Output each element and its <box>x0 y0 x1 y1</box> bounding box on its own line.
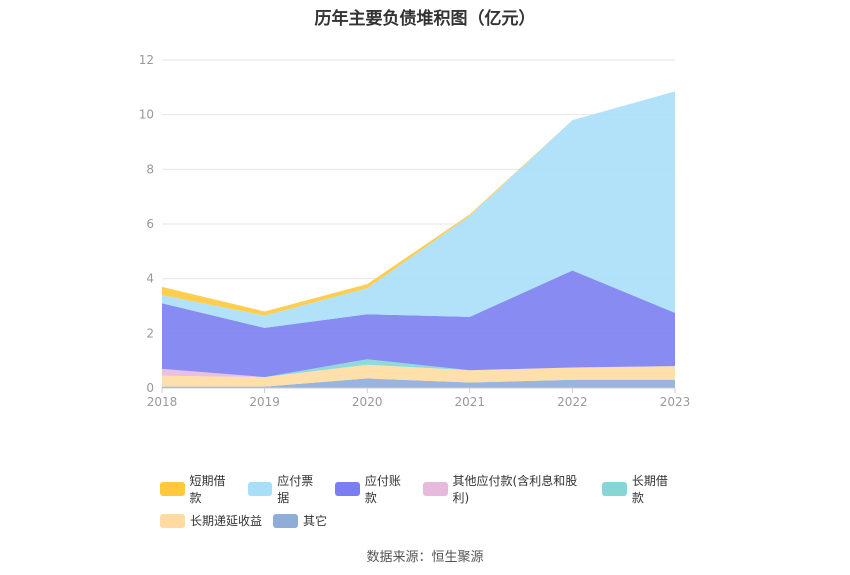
legend-item-other-payables[interactable]: 其他应付款(含利息和股利) <box>422 472 591 506</box>
legend-label: 应付票据 <box>277 474 314 505</box>
legend-label: 短期借款 <box>189 474 226 505</box>
x-tick-label: 2020 <box>352 395 383 409</box>
area-series-4 <box>162 270 675 378</box>
legend-item-notes-payable[interactable]: 应付票据 <box>247 472 325 506</box>
legend-swatch-icon <box>247 482 273 496</box>
area-series-3 <box>162 359 675 378</box>
legend-swatch-icon <box>602 482 627 496</box>
y-tick-label: 6 <box>146 217 154 231</box>
legend-swatch-icon <box>422 482 448 496</box>
legend-item-short-term-loans[interactable]: 短期借款 <box>160 472 237 506</box>
legend-swatch-icon <box>335 482 360 496</box>
x-tick-label: 2018 <box>147 395 178 409</box>
legend-label: 其它 <box>303 514 328 528</box>
area-series-0 <box>162 378 675 388</box>
chart-title: 历年主要负债堆积图（亿元） <box>314 9 536 29</box>
legend-item-accounts-payable[interactable]: 应付账款 <box>335 472 412 506</box>
legend-swatch-icon <box>160 482 185 496</box>
legend-label: 应付账款 <box>364 474 401 505</box>
legend-label: 长期递延收益 <box>190 514 263 528</box>
y-tick-label: 8 <box>146 162 154 176</box>
legend-row-2: 长期递延收益 其它 <box>160 512 690 529</box>
legend-label: 其他应付款(含利息和股利) <box>452 474 578 505</box>
y-tick-label: 2 <box>146 326 154 340</box>
legend-item-deferred-income[interactable]: 长期递延收益 <box>160 512 262 529</box>
legend-item-other[interactable]: 其它 <box>273 512 327 529</box>
x-tick-label: 2023 <box>660 395 691 409</box>
y-tick-label: 4 <box>146 272 154 286</box>
area-series-1 <box>162 364 675 387</box>
area-series-5 <box>162 91 675 328</box>
legend-swatch-icon <box>160 513 185 528</box>
area-series <box>162 91 675 388</box>
legend-item-long-term-loans[interactable]: 长期借款 <box>602 472 679 506</box>
x-tick-label: 2022 <box>557 395 588 409</box>
y-tick-label: 0 <box>146 381 154 395</box>
x-tick-label: 2019 <box>249 395 280 409</box>
legend-swatch-icon <box>273 513 299 528</box>
y-tick-label: 12 <box>139 53 154 67</box>
data-source: 数据来源：恒生聚源 <box>366 550 484 565</box>
x-tick-label: 2021 <box>455 395 486 409</box>
y-tick-label: 10 <box>139 108 154 122</box>
legend-row-1: 短期借款 应付票据 应付账款 其他应付款(含利息和股利) 长期借款 <box>160 472 690 506</box>
legend: 短期借款 应付票据 应付账款 其他应付款(含利息和股利) 长期借款 长期递延收益… <box>0 472 850 529</box>
legend-label: 长期借款 <box>631 474 668 505</box>
axes: 0 2 4 6 8 10 12 2018 2019 2020 2021 2022 2023 <box>139 53 691 409</box>
